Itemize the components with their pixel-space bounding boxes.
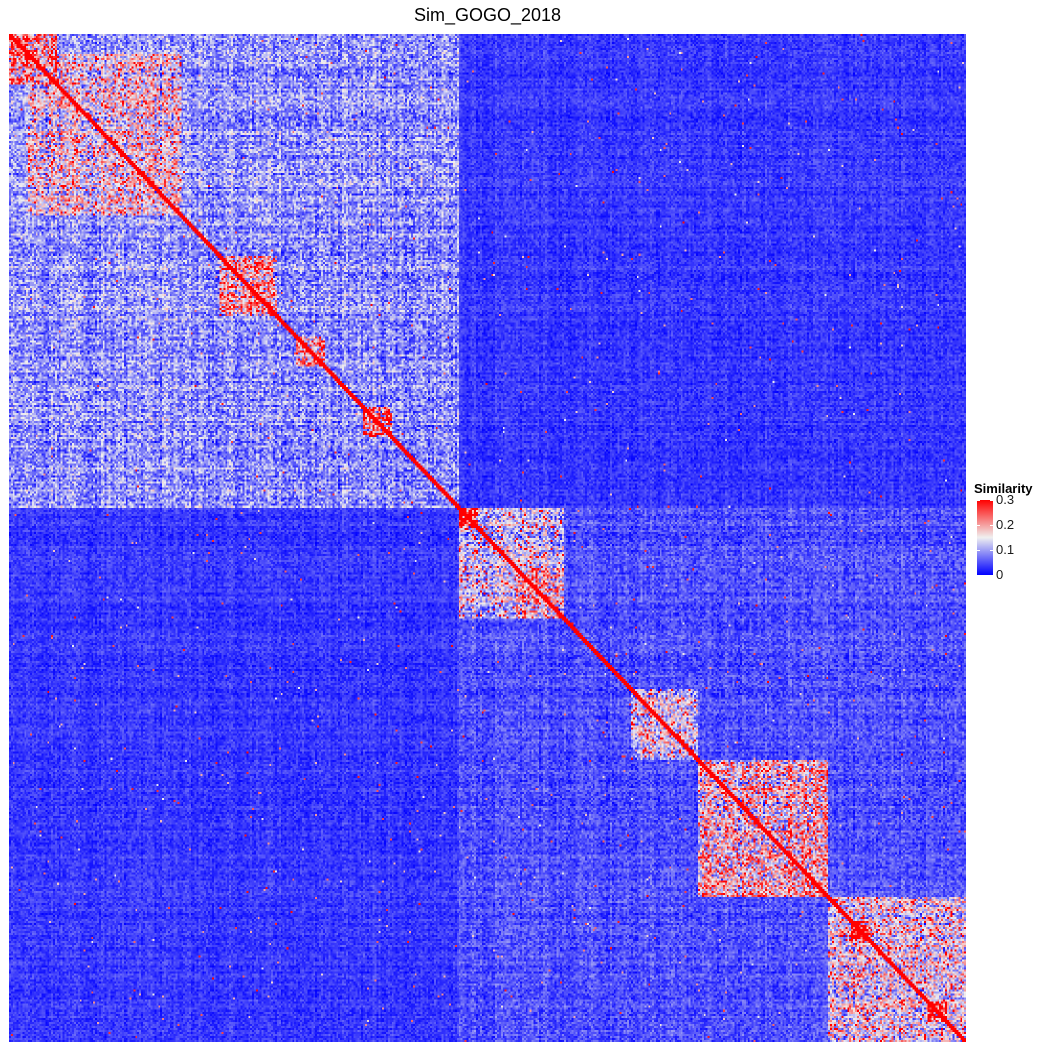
heatmap-panel (9, 34, 966, 1042)
legend-tick-right (990, 525, 993, 526)
legend-label: 0.3 (996, 492, 1015, 507)
legend-tick-left (977, 575, 980, 576)
legend-tick-left (977, 525, 980, 526)
legend-tick-left (977, 550, 980, 551)
legend-tick-right (990, 550, 993, 551)
legend-tick-right (990, 575, 993, 576)
chart-title: Sim_GOGO_2018 (413, 5, 562, 25)
legend-label: 0.1 (996, 542, 1015, 557)
legend-tick-right (990, 500, 993, 501)
legend: Similarity 0 0.1 0.2 0.3 (974, 480, 1050, 610)
legend-tick-left (977, 500, 980, 501)
legend-label: 0.2 (996, 517, 1015, 532)
legend-title: Similarity (974, 481, 1033, 496)
legend-label: 0 (996, 567, 1004, 582)
heatmap-cells (9, 34, 966, 1042)
legend-colorbar (977, 500, 993, 575)
